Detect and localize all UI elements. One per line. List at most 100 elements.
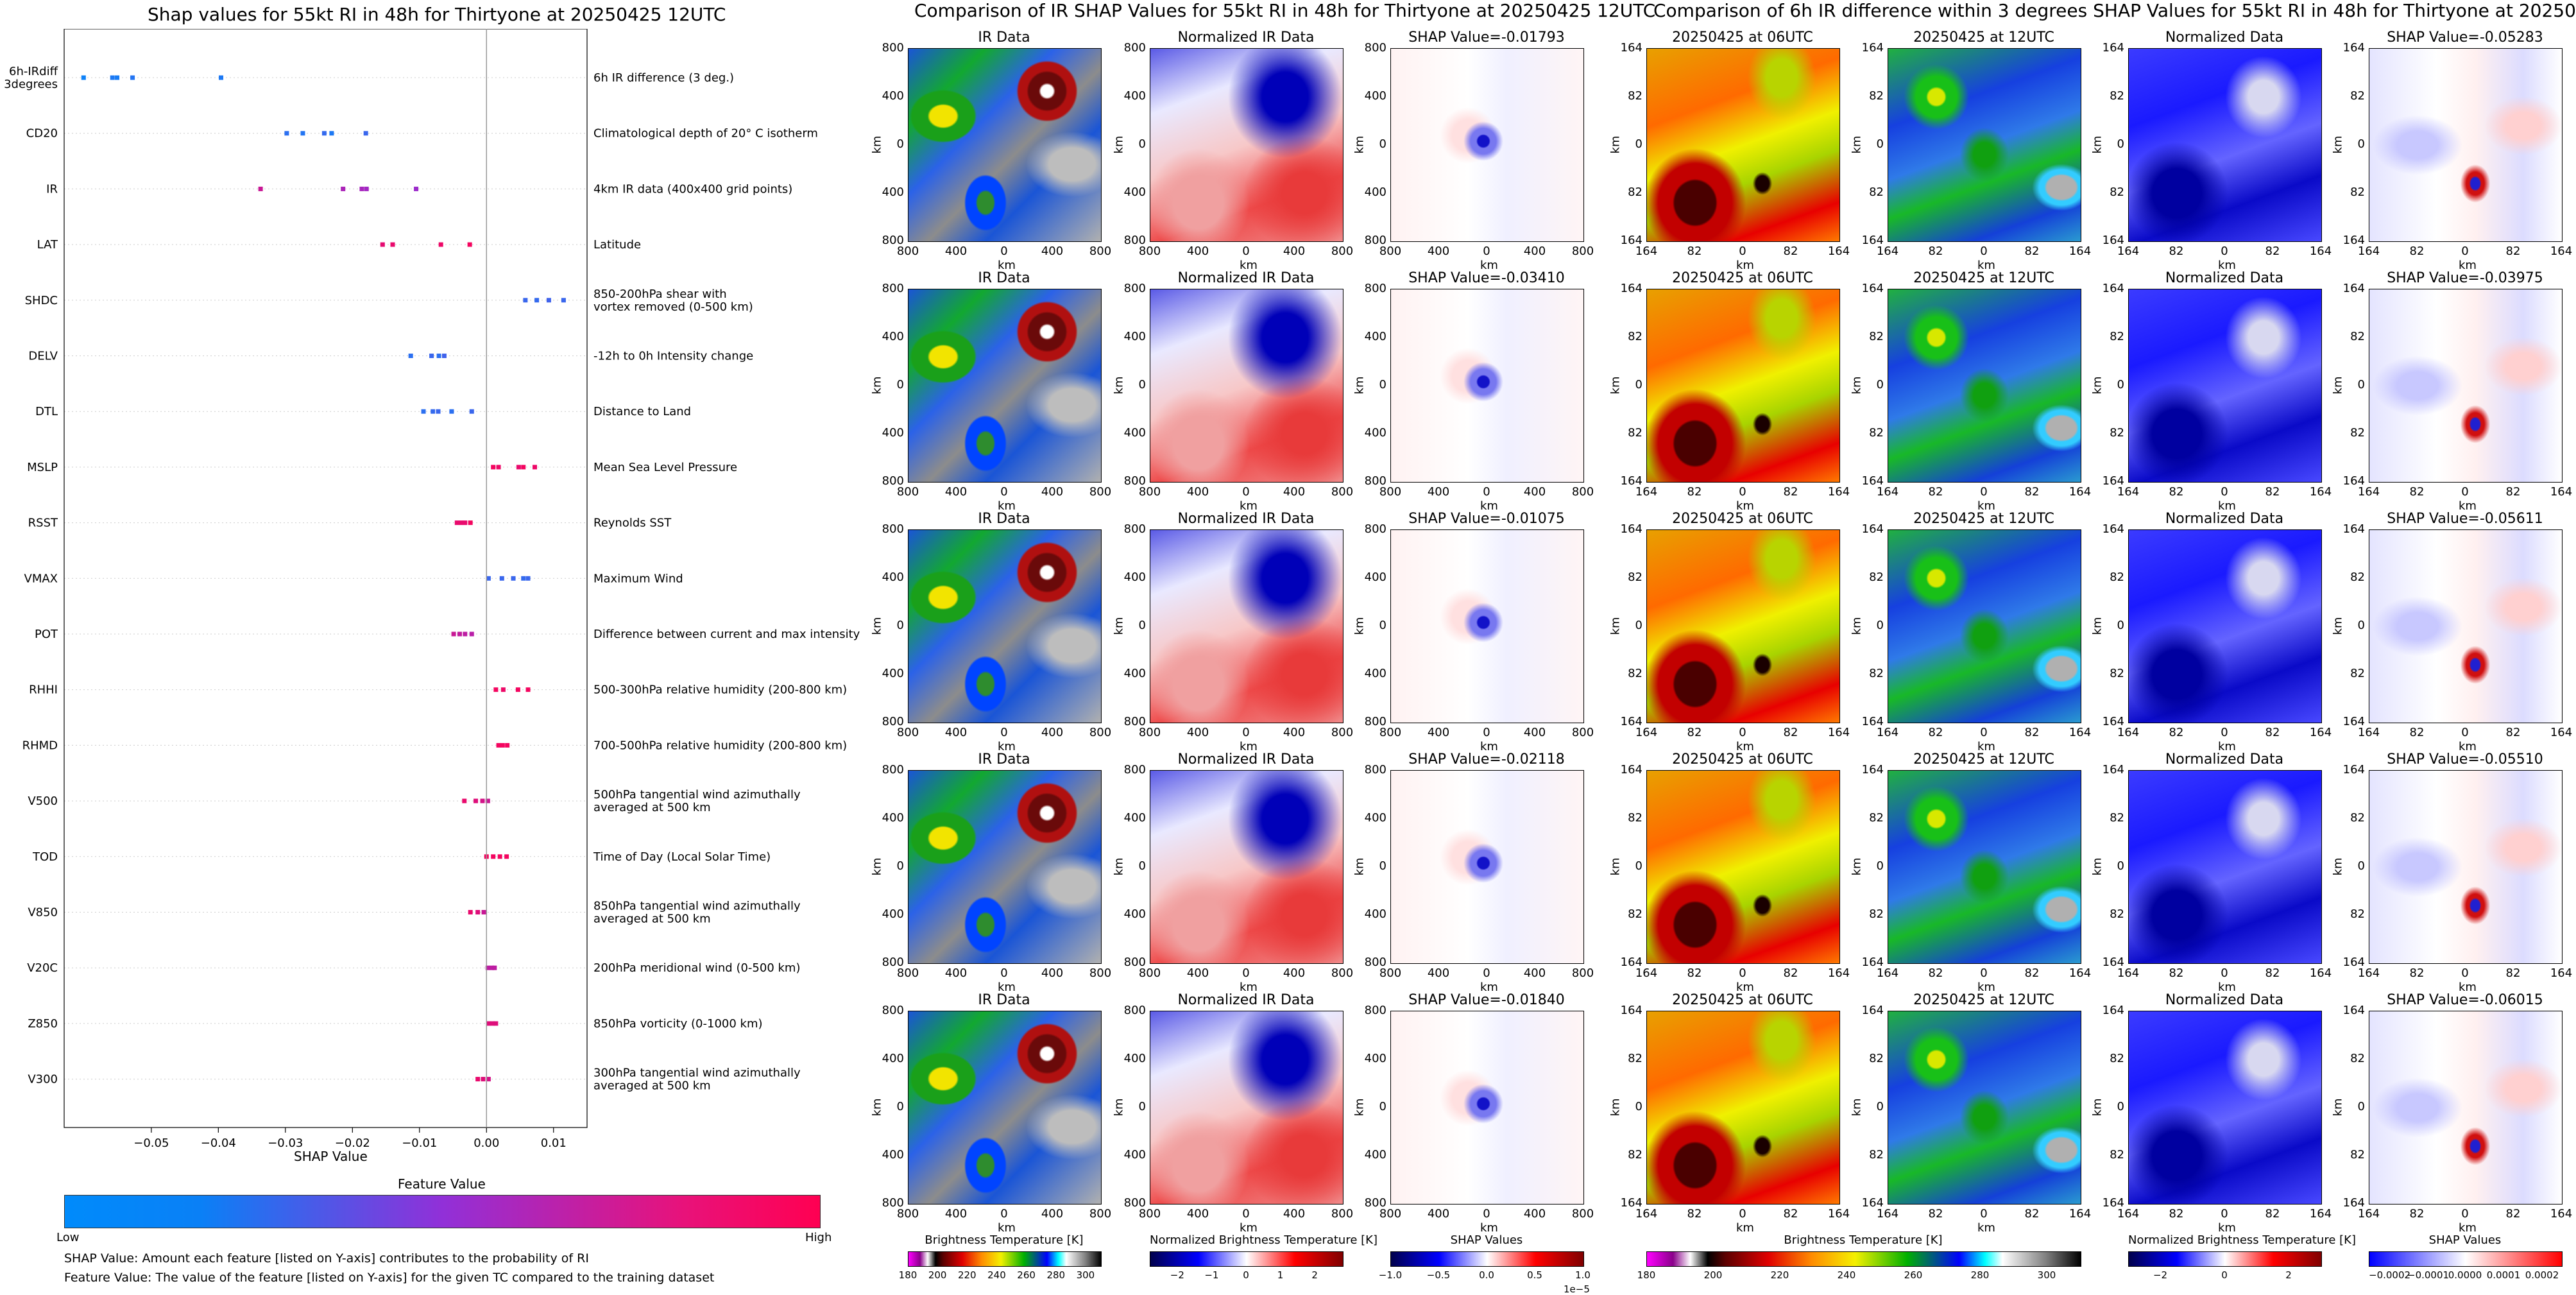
x-tick-label: 400 <box>1427 726 1450 739</box>
x-tick-label: 400 <box>944 1207 968 1221</box>
y-tick-label: 0 <box>1876 1100 1884 1113</box>
y-axis-label: km <box>1850 1098 1864 1117</box>
x-tick-label: 82 <box>2024 726 2040 739</box>
y-tick-label: 164 <box>2102 282 2124 295</box>
x-tick-label: 800 <box>1138 244 1161 258</box>
feature-name-label: V20C <box>27 961 58 975</box>
y-tick-label: 400 <box>1364 185 1386 199</box>
x-axis-label: km <box>1736 1221 1754 1235</box>
x-tick-label: 0 <box>1242 485 1250 499</box>
shap-point <box>486 576 491 581</box>
y-axis-label: km <box>1112 135 1126 154</box>
x-tick-label: 800 <box>1089 966 1112 980</box>
x-tick-label: 0 <box>2461 244 2469 258</box>
shap-point <box>364 186 369 191</box>
heatmap-image <box>1150 529 1343 723</box>
y-tick-label: 164 <box>2342 1004 2365 1017</box>
x-tick-label: 164 <box>2068 966 2092 980</box>
y-tick-label: 0 <box>1138 1100 1146 1113</box>
shap-point <box>534 298 540 303</box>
shap-point <box>475 1077 481 1082</box>
feature-name-label: V850 <box>28 906 58 920</box>
feature-name-label: DTL <box>35 405 58 418</box>
y-axis-label: km <box>1352 135 1367 154</box>
feature-description-label: 500hPa tangential wind azimuthally <box>593 788 801 802</box>
y-tick-label: 400 <box>882 89 904 103</box>
heatmap-image <box>1646 1011 1840 1205</box>
y-tick-label: 82 <box>1869 811 1884 825</box>
x-tick-label: 82 <box>2265 1207 2280 1221</box>
y-tick-label: 800 <box>1364 763 1386 776</box>
y-tick-label: 82 <box>2110 1052 2124 1065</box>
x-tick-label: 0 <box>1739 244 1746 258</box>
x-axis-label: km <box>2459 740 2477 753</box>
panel-title: 20250425 at 12UTC <box>1913 270 2054 286</box>
x-tick-label: 164 <box>2117 485 2140 499</box>
x-tick-label: 164 <box>1827 485 1850 499</box>
heatmap-image <box>1888 289 2081 483</box>
x-axis-label: km <box>2218 1221 2236 1235</box>
x-tick-label: 82 <box>2169 244 2184 258</box>
x-axis-label: km <box>1736 259 1754 272</box>
heatmap-image <box>1390 289 1584 483</box>
y-tick-label: 800 <box>1123 763 1146 776</box>
y-tick-label: 0 <box>2117 1100 2124 1113</box>
heatmap-image <box>1646 48 1840 242</box>
y-tick-label: 164 <box>2342 1196 2365 1210</box>
feature-name-label: TOD <box>32 850 58 864</box>
x-tick-label: 82 <box>1687 726 1702 739</box>
y-tick-label: 82 <box>1628 667 1642 680</box>
x-tick-label: 82 <box>2265 485 2280 499</box>
y-tick-label: 400 <box>1364 330 1386 343</box>
y-tick-label: 82 <box>1869 667 1884 680</box>
heatmap-image <box>1150 289 1343 483</box>
x-tick-label: 82 <box>1928 244 1943 258</box>
y-tick-label: 0 <box>896 1100 904 1113</box>
y-tick-label: 400 <box>1123 330 1146 343</box>
x-axis-label: km <box>1240 1221 1258 1235</box>
y-tick-label: 800 <box>1123 956 1146 969</box>
shap-point <box>486 1021 491 1026</box>
x-tick-label: 164 <box>1827 244 1850 258</box>
x-tick-label: 400 <box>1041 726 1064 739</box>
y-tick-label: 82 <box>2350 1052 2365 1065</box>
x-tick-label: 82 <box>1687 485 1702 499</box>
x-tick-label: 800 <box>1571 966 1594 980</box>
colorbar-tick-label: 260 <box>1017 1269 1036 1281</box>
y-tick-label: 0 <box>2357 1100 2365 1113</box>
y-tick-label: 400 <box>1123 667 1146 680</box>
shap-point <box>505 742 510 748</box>
y-tick-label: 0 <box>896 378 904 391</box>
y-tick-label: 164 <box>1861 1196 1884 1210</box>
x-tick-label: 800 <box>1138 966 1161 980</box>
x-tick-label: 0 <box>2221 485 2228 499</box>
y-axis-label: km <box>1850 376 1864 395</box>
x-tick-label: 82 <box>1687 966 1702 980</box>
y-tick-label: 0 <box>896 619 904 632</box>
panel-title: Normalized Data <box>2165 30 2284 46</box>
x-tick-label: 800 <box>1331 244 1354 258</box>
x-axis-label: km <box>1977 499 1995 513</box>
colorbar-tick-label: 220 <box>957 1269 977 1281</box>
x-tick-label: 0 <box>1980 1207 1988 1221</box>
feature-description-label: 6h IR difference (3 deg.) <box>593 71 734 85</box>
panel-title: 20250425 at 12UTC <box>1913 511 2054 527</box>
x-tick-label: 400 <box>1523 485 1546 499</box>
y-tick-label: 400 <box>882 1148 904 1162</box>
x-tick-label: 82 <box>2265 726 2280 739</box>
x-tick-label: 164 <box>2068 1207 2092 1221</box>
y-tick-label: 800 <box>882 41 904 55</box>
y-tick-label: 400 <box>1123 570 1146 584</box>
y-tick-label: 800 <box>882 1196 904 1210</box>
x-tick-label: 0 <box>1242 244 1250 258</box>
x-tick-label: 164 <box>2309 485 2332 499</box>
y-tick-label: 164 <box>1620 956 1642 969</box>
shap-point <box>449 409 454 414</box>
y-axis-label: km <box>1112 857 1126 876</box>
x-tick-label: 800 <box>1331 966 1354 980</box>
x-tick-label: 164 <box>1876 1207 1899 1221</box>
heatmap-image <box>1646 529 1840 723</box>
shap-point <box>492 965 497 970</box>
panel-title: SHAP Value=-0.02118 <box>1408 751 1565 768</box>
heatmap-image <box>1646 289 1840 483</box>
